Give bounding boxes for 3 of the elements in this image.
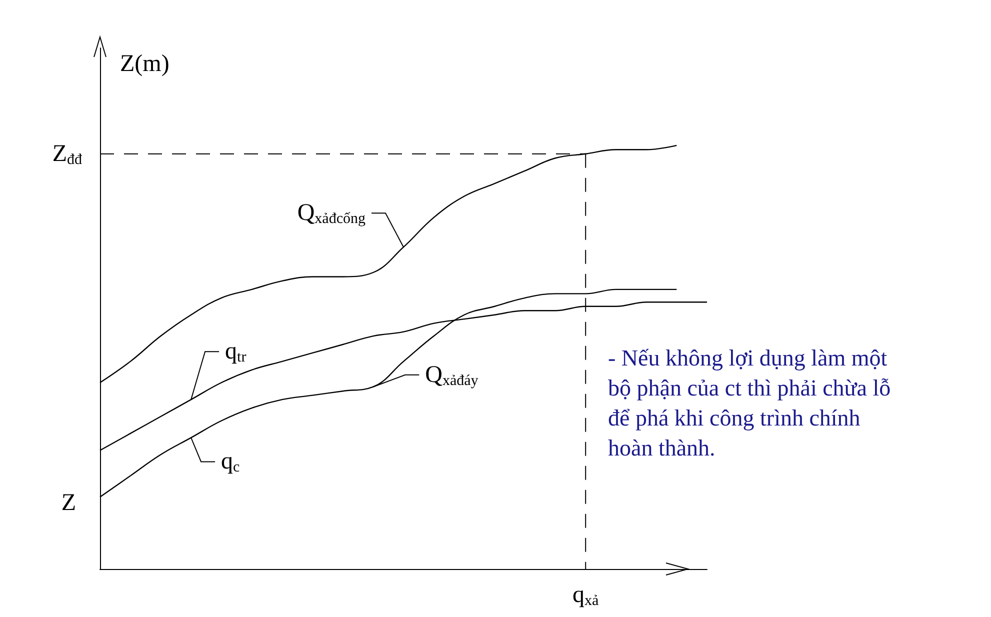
y-axis-title: Z(m) xyxy=(120,51,170,77)
annotation: - Nếu không lợi dụng làm một bộ phận của ct thì phải chừa lỗ để phá khi công trình chính hoàn thành. xyxy=(608,346,896,460)
text: Z xyxy=(61,490,76,516)
